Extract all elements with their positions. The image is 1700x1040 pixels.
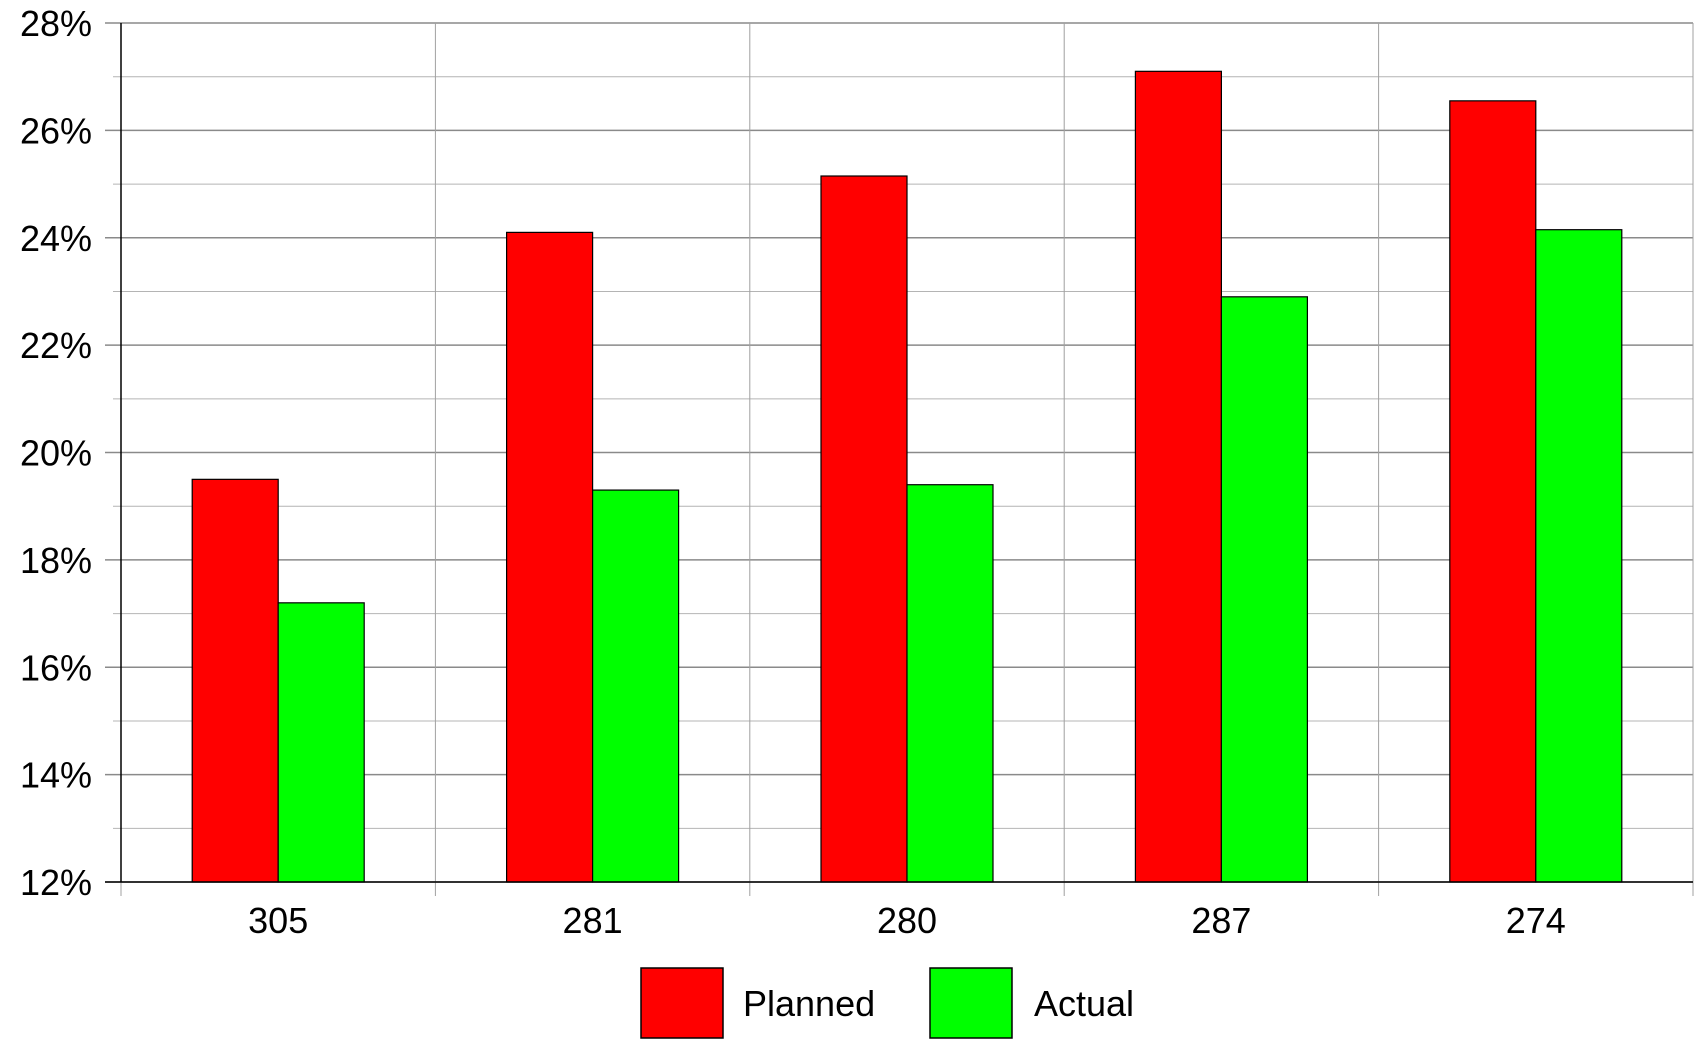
bar-actual-280	[906, 484, 994, 883]
y-tick-label: 22%	[20, 325, 92, 366]
y-tick-label: 12%	[20, 862, 92, 903]
bars	[191, 70, 1623, 883]
legend-label-planned: Planned	[743, 983, 875, 1024]
legend-swatch-actual	[929, 967, 1013, 1039]
y-axis-tick-labels: 12% 14% 16% 18% 20% 22% 24% 26% 28%	[20, 3, 92, 903]
bar-actual-274	[1535, 229, 1623, 883]
x-tick-label: 305	[248, 900, 308, 941]
bar-planned-305	[191, 478, 279, 883]
bar-planned-287	[1134, 70, 1223, 883]
x-tick-label: 280	[877, 900, 937, 941]
y-tick-label: 20%	[20, 433, 92, 474]
axes	[105, 23, 1693, 883]
y-tick-label: 14%	[20, 755, 92, 796]
bar-actual-287	[1220, 296, 1309, 883]
x-tick-label: 274	[1506, 900, 1566, 941]
legend: Planned Actual	[640, 967, 1134, 1039]
y-tick-label: 26%	[20, 110, 92, 151]
y-tick-label: 18%	[20, 540, 92, 581]
legend-label-actual: Actual	[1034, 983, 1134, 1024]
y-tick-label: 28%	[20, 3, 92, 44]
bar-actual-305	[277, 602, 365, 883]
bar-planned-274	[1449, 100, 1537, 883]
x-tick-label: 281	[563, 900, 623, 941]
bar-planned-280	[820, 175, 908, 883]
bar-actual-281	[591, 489, 680, 883]
bar-planned-281	[506, 231, 594, 883]
y-tick-label: 24%	[20, 218, 92, 259]
x-axis-tick-labels: 305 281 280 287 274	[248, 900, 1566, 941]
legend-swatch-planned	[640, 967, 724, 1039]
y-tick-label: 16%	[20, 647, 92, 688]
x-tick-label: 287	[1191, 900, 1251, 941]
